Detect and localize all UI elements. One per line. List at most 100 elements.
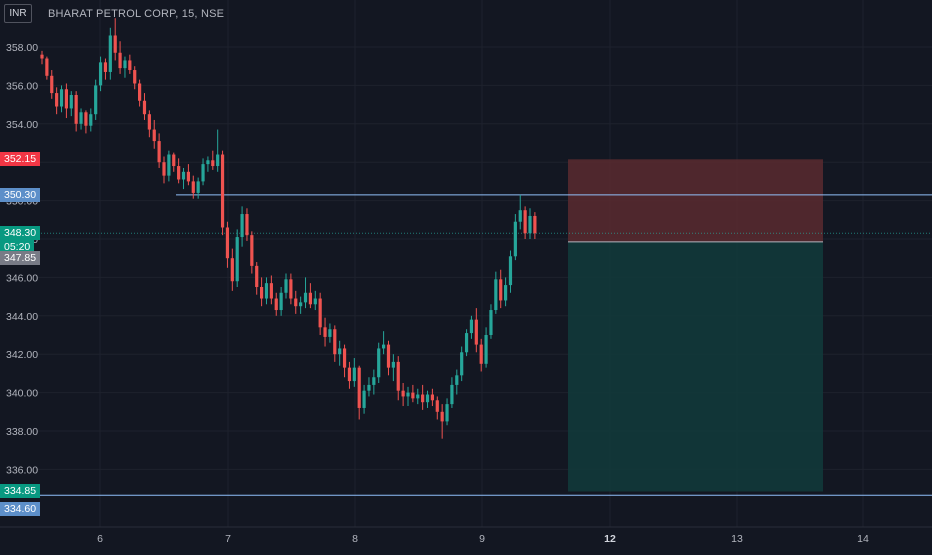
- entry-price-tag: 347.85: [0, 250, 41, 265]
- resistance-price-tag: 350.30: [0, 187, 41, 202]
- stop-loss-price-tag: 352.15: [0, 152, 41, 167]
- candle-body: [69, 95, 73, 109]
- candle-body: [206, 160, 210, 165]
- candle-body: [172, 154, 176, 167]
- candle-body: [469, 319, 474, 334]
- candle-body: [142, 100, 147, 115]
- candle-body: [40, 54, 44, 59]
- candle-body: [489, 310, 493, 335]
- candle-body: [240, 214, 244, 238]
- candle-body: [347, 367, 352, 382]
- stop-loss-zone[interactable]: [568, 159, 823, 242]
- candle-body: [289, 279, 293, 299]
- candle-body: [416, 394, 420, 399]
- candle-body: [152, 129, 156, 142]
- candle-body: [50, 75, 54, 94]
- candle-body: [220, 154, 225, 228]
- candle-body: [260, 287, 264, 299]
- candle-body: [533, 215, 537, 234]
- candle-body: [250, 235, 254, 266]
- candle-body: [269, 283, 273, 299]
- currency-badge[interactable]: INR: [4, 4, 32, 23]
- candle-body: [294, 298, 298, 307]
- time-tick-label: 7: [225, 533, 231, 545]
- candle-body: [103, 62, 108, 72]
- candle-body: [225, 227, 230, 259]
- candle-body: [372, 377, 376, 385]
- candle-body: [211, 160, 215, 167]
- candle-body: [450, 384, 454, 405]
- candle-body: [328, 329, 332, 337]
- level-lines[interactable]: [38, 194, 932, 496]
- symbol-title: BHARAT PETROL CORP, 15, NSE: [48, 8, 225, 20]
- candle-body: [313, 298, 317, 305]
- candle-body: [377, 348, 381, 378]
- candle-body: [133, 70, 137, 84]
- bar-countdown-tag: 05:20: [0, 240, 35, 255]
- time-tick-label: 9: [479, 533, 485, 545]
- candle-body: [518, 210, 522, 222]
- candle-body: [464, 333, 469, 353]
- candle-body: [445, 404, 449, 422]
- candle-body: [235, 237, 239, 282]
- candle-body: [89, 114, 93, 126]
- price-tick-label: 346.00: [6, 272, 38, 284]
- time-axis[interactable]: 6 7 8 9 12 13 14: [0, 526, 932, 545]
- candle-body: [55, 93, 59, 107]
- candle-body: [484, 335, 488, 364]
- price-tick-label: 354.00: [6, 119, 38, 131]
- candle-body: [318, 298, 322, 328]
- last-price-tag: 348.30: [0, 226, 41, 241]
- candle-body: [181, 171, 186, 180]
- candle-body: [186, 171, 190, 182]
- take-profit-zone[interactable]: [568, 241, 823, 492]
- candle-body: [362, 390, 366, 408]
- candle-body: [245, 214, 249, 236]
- candle-body: [440, 411, 444, 422]
- candle-body: [401, 390, 405, 397]
- candle-body: [299, 302, 303, 307]
- candle-body: [357, 367, 361, 408]
- candle-body: [118, 52, 122, 69]
- candle-body: [396, 361, 400, 391]
- candle-body: [523, 210, 527, 234]
- candle-body: [147, 114, 151, 130]
- candles: [40, 18, 537, 439]
- candle-body: [84, 112, 88, 126]
- candle-body: [421, 394, 425, 403]
- candle-body: [64, 89, 68, 109]
- candle-body: [435, 400, 439, 412]
- price-tick-label: 340.00: [6, 388, 38, 400]
- price-tick-label: 342.00: [6, 349, 38, 361]
- candle-body: [284, 279, 288, 293]
- candle-body: [406, 392, 410, 397]
- candle-body: [138, 83, 142, 101]
- candle-body: [74, 95, 78, 124]
- candle-body: [113, 35, 117, 53]
- time-tick-label: 12: [604, 533, 616, 545]
- candle-body: [274, 298, 278, 311]
- candle-body: [201, 164, 205, 182]
- candle-body: [391, 361, 395, 368]
- candle-body: [508, 256, 513, 286]
- candle-body: [255, 265, 259, 287]
- candle-body: [494, 279, 498, 311]
- candle-body: [264, 283, 269, 299]
- candle-body: [98, 62, 103, 86]
- candle-body: [162, 162, 166, 176]
- candle-body: [367, 384, 371, 391]
- price-tick-label: 358.00: [6, 42, 38, 54]
- candle-body: [342, 348, 347, 368]
- candle-body: [386, 344, 391, 368]
- position-zones[interactable]: [568, 159, 823, 492]
- candle-body: [94, 85, 98, 115]
- candle-body: [504, 285, 508, 301]
- candle-body: [191, 181, 195, 193]
- target-price-tag: 334.85: [0, 484, 41, 499]
- price-tick-label: 336.00: [6, 464, 38, 476]
- candle-body: [455, 375, 459, 385]
- price-tick-label: 344.00: [6, 311, 38, 323]
- candle-body: [79, 112, 83, 124]
